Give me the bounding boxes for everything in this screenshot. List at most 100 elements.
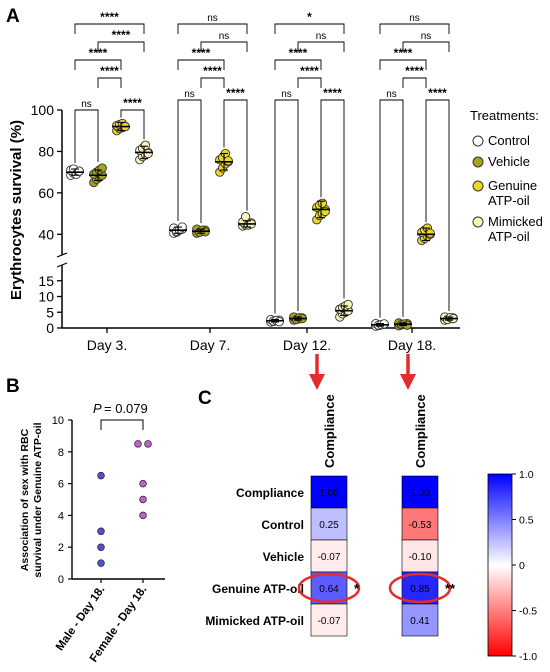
significance-bracket <box>177 23 248 34</box>
significance-label: ns <box>184 89 195 100</box>
significance-label: **** <box>100 64 119 78</box>
significance-label: **** <box>323 86 342 100</box>
significance-bracket <box>74 59 122 70</box>
data-point <box>343 299 353 310</box>
cell-value-label: 0.85 <box>410 584 430 595</box>
significance-bracket <box>297 41 345 52</box>
significance-bracket <box>274 99 299 314</box>
legend-label: Vehicle <box>488 154 530 169</box>
significance-label: * <box>307 10 312 24</box>
significance-label: **** <box>394 46 413 60</box>
significance-bracket <box>379 99 404 318</box>
data-point <box>143 148 153 159</box>
significance-label: ns <box>316 31 327 42</box>
y-tick-label: 4 <box>58 510 64 522</box>
row-label: Vehicle <box>263 550 305 564</box>
panel-a-y-axis-title: Erythrocytes survival (%) <box>8 120 25 300</box>
p-value-text: = 0.079 <box>104 401 148 416</box>
significance-bracket <box>379 59 427 70</box>
heatmap-cell <box>401 603 439 637</box>
significance-label: ns <box>386 89 397 100</box>
significance-bracket <box>74 23 145 34</box>
legend-label: Control <box>488 133 530 148</box>
colorbar-tick-label: -0.5 <box>519 606 537 618</box>
significance-bracket <box>425 99 450 311</box>
heatmap-cell <box>310 603 348 637</box>
cell-value-label: 0.64 <box>319 584 339 595</box>
y-tick-label: 0 <box>46 320 54 336</box>
legend-label: Genuine ATP-oil <box>488 178 537 208</box>
data-point <box>134 440 142 448</box>
row-label: Mimicked ATP-oil <box>205 614 304 628</box>
y-tick-label: 15 <box>38 273 54 289</box>
p-value-symbol: P <box>93 401 102 416</box>
y-tick-label: 40 <box>38 226 54 242</box>
data-point <box>139 511 147 520</box>
cell-value-label: 1.00 <box>410 488 430 499</box>
row-label: Compliance <box>236 486 304 500</box>
heatmap-cell <box>310 507 348 541</box>
significance-label: **** <box>428 86 447 100</box>
data-point <box>139 479 147 488</box>
heatmap-cell <box>310 475 348 509</box>
y-tick-label: 6 <box>58 479 64 491</box>
significance-label: **** <box>300 64 319 78</box>
panel-a-chart: Erythrocytes survival (%) 40 60 80 100 05101… <box>8 10 460 390</box>
significance-bracket <box>320 99 345 299</box>
y-tick-label: 5 <box>46 304 54 320</box>
column-label: Compliance <box>413 394 428 468</box>
y-tick-label: 2 <box>58 542 64 554</box>
significance-label: **** <box>112 28 131 42</box>
panel-label-b: B <box>6 376 20 397</box>
significance-label: **** <box>405 64 424 78</box>
cell-value-label: -0.53 <box>409 520 432 531</box>
significance-label: **** <box>123 96 142 110</box>
legend-label: Mimicked ATP-oil <box>488 214 543 244</box>
data-point <box>425 228 435 238</box>
significance-bracket <box>223 99 248 211</box>
heatmap-cell <box>401 571 439 605</box>
colorbar <box>487 473 513 657</box>
significance-label: **** <box>100 10 119 24</box>
legend-title: Treatments: <box>470 108 539 123</box>
row-label: Genuine ATP-oil <box>212 582 304 596</box>
cell-value-label: 0.25 <box>319 520 339 531</box>
cell-value-label: -0.07 <box>318 552 341 563</box>
colorbar-tick-label: 0 <box>519 560 525 572</box>
significance-bracket <box>274 23 345 34</box>
data-point <box>320 206 330 217</box>
panel-label-c: C <box>198 388 212 409</box>
colorbar-tick-label: 1.0 <box>519 469 534 481</box>
significance-label: ns <box>207 13 218 24</box>
significance-label: ns <box>409 13 420 24</box>
legend-marker <box>472 156 484 168</box>
highlight-ellipse <box>388 572 452 604</box>
y-tick-label: 100 <box>31 102 55 118</box>
axis-break-mark <box>56 262 68 268</box>
cell-value-label: -0.07 <box>318 616 341 627</box>
x-tick-label: Day 3. <box>87 337 127 353</box>
significance-mark: * <box>354 581 360 596</box>
y-tick-label: 10 <box>52 415 64 427</box>
heatmap-cell <box>401 539 439 573</box>
data-point <box>223 156 233 166</box>
cell-value-label: -0.10 <box>409 552 432 563</box>
data-point <box>74 166 84 176</box>
significance-label: **** <box>89 46 108 60</box>
data-point <box>317 198 328 208</box>
panel-a-legend: Treatments: Control Vehicle Genuine ATP-oil… <box>470 108 543 244</box>
significance-bracket <box>200 77 225 88</box>
panel-b-y-axis-title-line2: survival under Genuine ATP-oil <box>32 422 44 577</box>
legend-marker <box>472 135 484 147</box>
data-point <box>240 212 251 222</box>
panel-b-chart: Association of sex with RBC survival und… <box>19 401 165 665</box>
y-tick-label: 0 <box>58 574 64 586</box>
x-tick-label: Day 18. <box>388 337 436 353</box>
significance-label: ns <box>81 99 92 110</box>
significance-bracket <box>274 59 322 70</box>
significance-bracket <box>177 59 225 70</box>
significance-label: ns <box>421 31 432 42</box>
significance-bracket <box>402 41 450 52</box>
data-point <box>97 559 105 567</box>
